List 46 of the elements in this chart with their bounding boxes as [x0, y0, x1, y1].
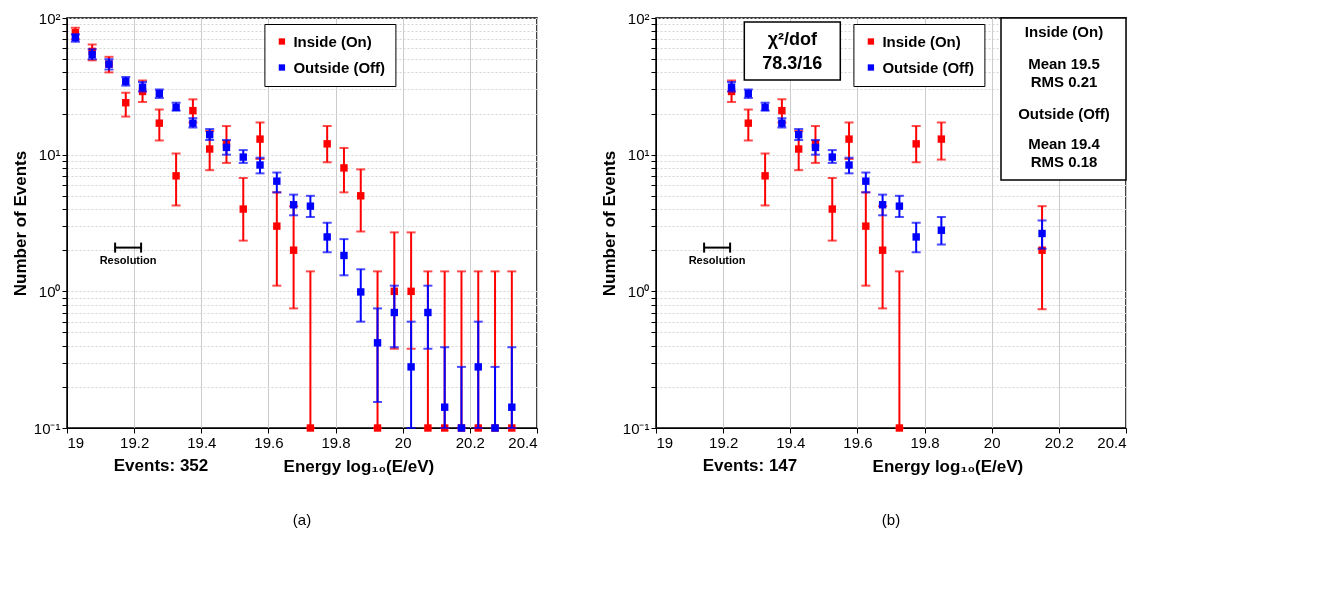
x-tick-label: 19.6 [254, 433, 284, 451]
annotation: Mean 19.4 [1028, 135, 1101, 152]
x-axis-title: Energy log₁₀(E/eV) [872, 456, 1024, 476]
x-tick-label: 20.2 [455, 433, 485, 451]
y-tick-label: 10⁻¹ [33, 419, 61, 437]
annotation: Inside (On) [1024, 23, 1104, 40]
y-tick-label: 10⁻¹ [622, 419, 650, 437]
x-tick-label: 19.8 [321, 433, 351, 451]
y-tick-label: 10¹ [627, 146, 650, 164]
annotation: RMS 0.21 [1030, 73, 1098, 90]
annotation: χ²/dof [767, 29, 818, 49]
x-tick-label: 20 [983, 433, 1001, 451]
x-tick-label: 19.4 [776, 433, 806, 451]
text: Events: 147 [702, 456, 798, 475]
x-tick-label: 20.4 [1097, 433, 1127, 451]
text: Events: 352 [113, 456, 209, 475]
text: (b) [881, 511, 901, 528]
annotation: 78.3/16 [762, 53, 823, 73]
x-tick-label: 19.8 [910, 433, 940, 451]
x-tick-label: 19.2 [709, 433, 739, 451]
y-tick-label: 10⁰ [38, 282, 61, 300]
x-tick-label: 20 [394, 433, 412, 451]
y-axis-title: Number of Events [599, 150, 619, 297]
y-tick-label: 10¹ [38, 146, 61, 164]
y-tick-label: 10⁰ [627, 282, 650, 300]
legend-label: Inside (On) [293, 32, 372, 50]
annotation: Resolution [99, 253, 157, 266]
annotation: Outside (Off) [1018, 105, 1110, 122]
x-tick-label: 20.2 [1044, 433, 1074, 451]
x-tick-label: 19 [656, 433, 674, 451]
x-tick-label: 19.6 [843, 433, 873, 451]
y-axis-title: Number of Events [10, 150, 30, 297]
annotation: RMS 0.18 [1030, 153, 1098, 170]
legend-label: Inside (On) [882, 32, 961, 50]
x-axis-title: Energy log₁₀(E/eV) [283, 456, 435, 476]
x-tick-label: 19 [67, 433, 85, 451]
annotation: Mean 19.5 [1028, 55, 1100, 72]
y-tick-label: 10² [38, 9, 61, 27]
annotation: Resolution [688, 253, 746, 266]
text: (a) [292, 511, 312, 528]
legend-label: Outside (Off) [293, 58, 386, 76]
y-tick-label: 10² [627, 9, 650, 27]
x-tick-label: 19.2 [120, 433, 150, 451]
legend-label: Outside (Off) [882, 58, 975, 76]
x-tick-label: 20.4 [508, 433, 538, 451]
x-tick-label: 19.4 [187, 433, 217, 451]
